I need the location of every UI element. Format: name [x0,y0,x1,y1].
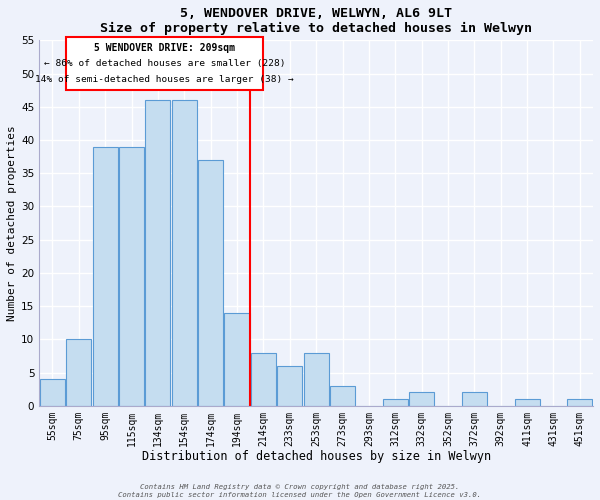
Bar [66,340,91,406]
Text: 14% of semi-detached houses are larger (38) →: 14% of semi-detached houses are larger (… [35,75,294,84]
Bar [383,399,408,406]
Bar [409,392,434,406]
Bar [224,313,250,406]
Y-axis label: Number of detached properties: Number of detached properties [7,125,17,321]
Bar [251,352,276,406]
Bar [119,146,144,406]
Bar [145,100,170,406]
Text: Contains HM Land Registry data © Crown copyright and database right 2025.
Contai: Contains HM Land Registry data © Crown c… [118,484,482,498]
Bar [568,399,592,406]
X-axis label: Distribution of detached houses by size in Welwyn: Distribution of detached houses by size … [142,450,491,463]
Bar [304,352,329,406]
Bar [92,146,118,406]
FancyBboxPatch shape [65,37,263,90]
Text: ← 86% of detached houses are smaller (228): ← 86% of detached houses are smaller (22… [44,59,285,68]
Bar [198,160,223,406]
Bar [515,399,539,406]
Bar [40,379,65,406]
Bar [462,392,487,406]
Bar [330,386,355,406]
Title: 5, WENDOVER DRIVE, WELWYN, AL6 9LT
Size of property relative to detached houses : 5, WENDOVER DRIVE, WELWYN, AL6 9LT Size … [100,7,532,35]
Text: 5 WENDOVER DRIVE: 209sqm: 5 WENDOVER DRIVE: 209sqm [94,42,235,52]
Bar [172,100,197,406]
Bar [277,366,302,406]
